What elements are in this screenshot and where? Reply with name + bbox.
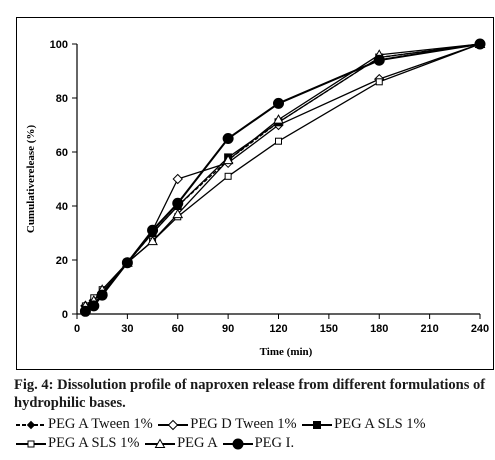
legend-marker [27,440,35,448]
chart-frame: 0 30 60 90 120 150 180 210 240 0 20 40 60 80 100 Time … [16,17,494,370]
series-line [84,43,481,307]
series-1 [81,39,485,313]
legend-item: PEG A Tween 1% [14,416,153,432]
data-point [373,54,385,66]
figure-label: Fig. 4: [14,377,54,393]
data-point [275,137,282,145]
series-line [84,43,481,310]
data-point [222,154,234,165]
legend-label: PEG A [177,435,217,451]
data-point [474,38,486,50]
x-tick-label: 210 [420,323,438,335]
x-tick-label: 180 [370,323,388,335]
data-point [96,289,108,301]
series-layer [79,38,486,317]
data-point [172,197,184,209]
legend-label: PEG I. [254,435,295,451]
legend: PEG A Tween 1% PEG D Tween 1% PEG A SLS … [14,415,495,453]
legend-item: PEG I. [221,435,294,451]
series-line [85,43,481,307]
x-tick-label: 0 [74,323,80,335]
legend-swatch [222,438,253,450]
data-point [375,78,383,86]
legend-marker [168,419,179,430]
series-3 [81,40,484,313]
legend-swatch [158,419,189,430]
legend-label: PEG A SLS 1% [334,416,426,432]
series-line [85,43,481,310]
legend-marker [313,420,322,429]
legend-label: PEG A Tween 1% [48,416,153,432]
legend-marker [232,438,244,450]
legend-label: PEG D Tween 1% [190,416,297,432]
y-tick-label: 80 [56,93,68,105]
legend-item: PEG A [143,435,217,451]
series-2 [80,38,486,312]
legend-item: PEG A SLS 1% [14,435,139,451]
series-line [84,43,481,313]
dissolution-chart: 0 30 60 90 120 150 180 210 240 0 20 40 60 80 100 Time … [25,38,490,358]
y-tick-label: 20 [56,255,68,267]
series-5 [80,38,486,310]
y-tick-label: 100 [50,39,68,51]
y-tick-label: 0 [62,309,68,321]
axes: 0 30 60 90 120 150 180 210 240 0 20 40 60 80 100 [50,39,490,335]
legend-marker [26,420,36,429]
y-tick-label: 60 [56,147,68,159]
data-point [147,224,159,236]
legend-item: PEG D Tween 1% [156,416,297,432]
series-6 [79,38,486,317]
x-tick-label: 120 [269,323,287,335]
data-point [273,97,284,109]
legend-label: PEG A SLS 1% [48,435,140,451]
x-tick-label: 60 [172,323,184,335]
legend-item: PEG A SLS 1% [300,416,426,432]
series-4 [81,40,484,310]
data-point [273,114,284,124]
data-point [121,257,133,269]
data-point [172,208,184,219]
x-tick-label: 150 [320,323,338,335]
y-axis-label: Cumulativerelease (%) [25,125,37,234]
figure-caption-text: Dissolution profile of naproxen release … [14,377,486,411]
x-axis-label: Time (min) [260,346,313,358]
data-point [222,133,234,144]
x-tick-label: 90 [222,323,234,335]
legend-swatch [16,440,46,448]
data-point [79,305,91,317]
legend-swatch [302,420,333,429]
legend-swatch [145,438,176,448]
data-point [88,300,100,312]
series-line [85,43,481,307]
figure-caption: Fig. 4: Dissolution profile of naproxen … [14,376,495,412]
legend-marker [154,438,166,448]
data-point [224,172,232,180]
legend-swatch [16,420,46,429]
y-tick-label: 40 [56,201,68,213]
x-tick-label: 240 [471,323,489,335]
data-point [172,173,183,185]
x-tick-label: 30 [121,323,133,335]
data-point [147,235,158,246]
